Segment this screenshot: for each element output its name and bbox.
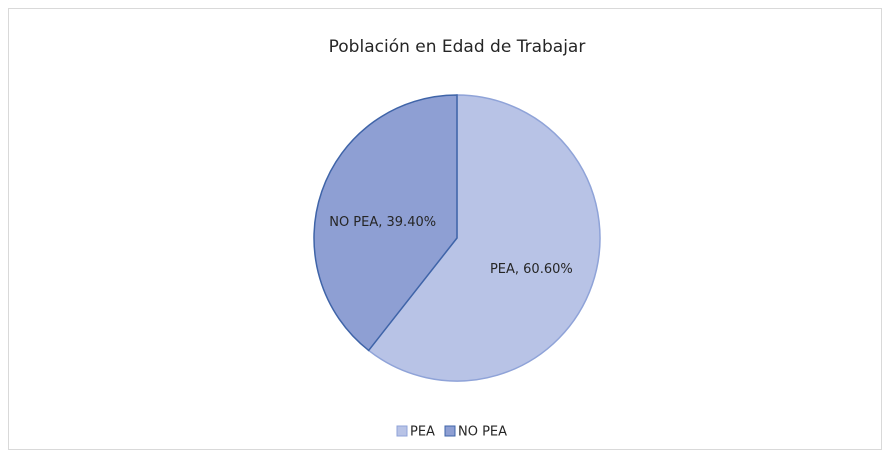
legend-swatch (444, 425, 456, 437)
legend-label: PEA (410, 425, 435, 440)
chart-title: Población en Edad de Trabajar (329, 37, 586, 57)
data-label: NO PEA, 39.40% (329, 215, 436, 230)
pie-slice (313, 94, 458, 352)
data-label: PEA, 60.60% (490, 262, 573, 277)
pie-slice (367, 94, 601, 382)
legend-label: NO PEA (458, 425, 507, 440)
legend-swatch (396, 425, 408, 437)
